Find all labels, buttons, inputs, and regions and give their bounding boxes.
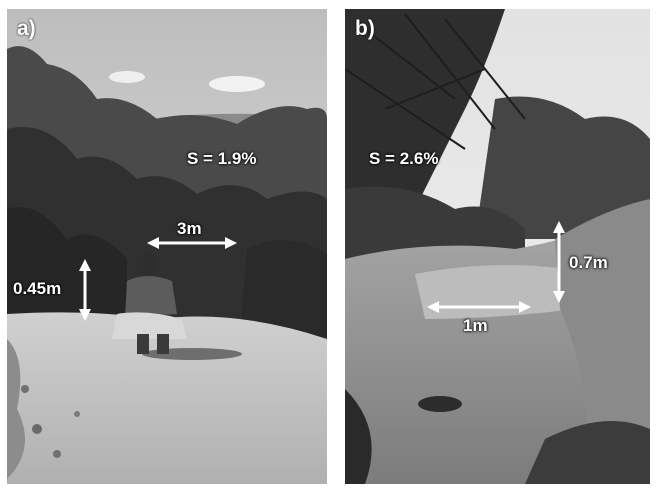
photo-a-scene bbox=[7, 9, 327, 484]
width-arrow-a bbox=[147, 237, 237, 249]
depth-label-a: 0.45m bbox=[13, 279, 62, 298]
panel-tag-a: a) bbox=[17, 17, 36, 40]
width-label-a: 3m bbox=[177, 219, 202, 238]
width-arrow-b bbox=[427, 301, 531, 313]
depth-arrow-b bbox=[553, 221, 565, 303]
photo-panel-b: b) S = 2.6% 0.7m 1m bbox=[345, 9, 650, 484]
photo-panel-a: a) S = 1.9% 3m 0.45m bbox=[7, 9, 327, 484]
photo-b-scene bbox=[345, 9, 650, 484]
panel-tag-b: b) bbox=[355, 17, 375, 40]
depth-arrow-a bbox=[79, 259, 91, 321]
slope-label-b: S = 2.6% bbox=[369, 149, 439, 168]
width-label-b: 1m bbox=[463, 316, 488, 335]
slope-label-a: S = 1.9% bbox=[187, 149, 257, 168]
depth-label-b: 0.7m bbox=[569, 253, 608, 272]
